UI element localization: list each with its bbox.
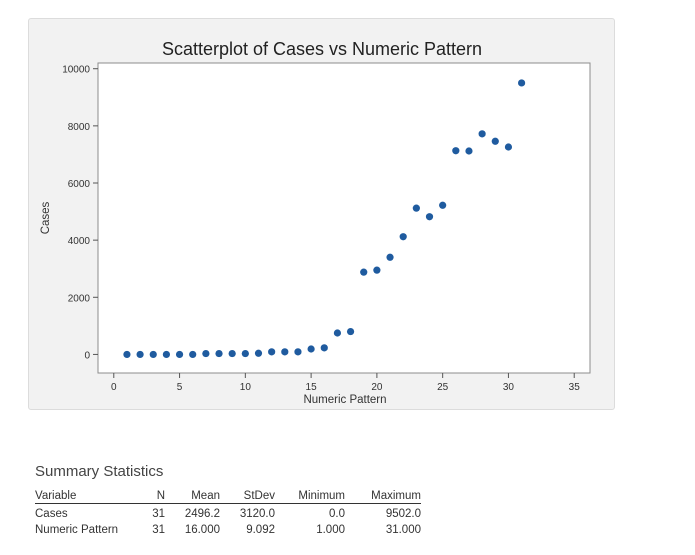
data-point — [320, 344, 328, 352]
data-point — [241, 349, 249, 358]
header-mean: Mean — [165, 489, 220, 504]
data-point — [268, 348, 276, 356]
x-tick-label: 30 — [503, 382, 515, 393]
cell-stdev: 3120.0 — [239, 508, 275, 520]
data-point — [281, 348, 289, 356]
x-tick-label: 10 — [240, 382, 252, 393]
y-tick-label: 0 — [84, 350, 90, 361]
cell-stdev: 9.092 — [246, 524, 275, 536]
scatterplot-panel: Scatterplot of Cases vs Numeric Pattern … — [28, 18, 615, 410]
header-minimum: Minimum — [275, 489, 345, 504]
x-tick-label: 20 — [371, 382, 383, 393]
y-tick-label: 2000 — [68, 293, 91, 304]
data-point — [360, 268, 368, 276]
table-row: Numeric Pattern 31 16.000 9.092 1.000 31… — [35, 520, 421, 536]
data-point — [162, 350, 171, 359]
cell-variable: Cases — [35, 508, 68, 520]
data-point — [399, 233, 407, 241]
x-axis-label: Numeric Pattern — [303, 394, 386, 406]
x-tick-label: 15 — [306, 382, 318, 393]
summary-statistics: Summary Statistics Variable N Mean StDev… — [35, 463, 435, 536]
cell-maximum: 9502.0 — [385, 508, 421, 520]
table-row: Cases 31 2496.2 3120.0 0.0 9502.0 — [35, 504, 421, 520]
x-tick-label: 5 — [177, 382, 183, 393]
data-point — [452, 147, 460, 155]
summary-title: Summary Statistics — [35, 463, 164, 480]
y-tick-label: 8000 — [68, 122, 91, 133]
data-point — [149, 350, 157, 359]
data-point — [504, 143, 513, 151]
plot-area — [97, 62, 591, 374]
cell-maximum: 31.000 — [385, 524, 421, 536]
y-tick-label: 10000 — [62, 65, 90, 76]
cell-minimum: 0.0 — [329, 508, 345, 520]
data-point — [491, 137, 499, 145]
header-variable: Variable — [35, 489, 145, 504]
data-point — [333, 329, 342, 337]
data-point — [465, 147, 473, 155]
data-point — [136, 350, 144, 359]
data-point — [425, 213, 434, 221]
header-stdev: StDev — [220, 489, 275, 504]
data-point — [215, 349, 223, 358]
data-point — [346, 327, 355, 336]
scatterplot-chart: Scatterplot of Cases vs Numeric Pattern … — [40, 39, 591, 406]
data-point — [412, 204, 420, 212]
cell-n: 31 — [152, 524, 165, 536]
data-point — [175, 350, 184, 359]
data-point — [386, 253, 394, 261]
cell-n: 31 — [152, 508, 165, 520]
data-point — [307, 345, 315, 353]
header-maximum: Maximum — [345, 489, 421, 504]
summary-table: Variable N Mean StDev Minimum Maximum Ca… — [35, 489, 421, 536]
x-tick-label: 35 — [569, 382, 581, 393]
data-point — [228, 349, 236, 358]
data-point — [294, 348, 302, 356]
y-tick-label: 4000 — [68, 236, 91, 247]
data-point — [517, 79, 526, 87]
data-point — [478, 130, 486, 138]
data-point — [373, 266, 381, 274]
x-tick-label: 0 — [111, 382, 117, 393]
cell-minimum: 1.000 — [316, 524, 345, 536]
y-axis-label: Cases — [40, 201, 52, 234]
header-n: N — [145, 489, 165, 504]
data-point — [202, 349, 210, 358]
y-tick-label: 6000 — [68, 179, 91, 190]
data-point — [254, 349, 263, 357]
summary-header-row: Variable N Mean StDev Minimum Maximum — [35, 489, 421, 504]
x-tick-label: 25 — [437, 382, 449, 393]
chart-title: Scatterplot of Cases vs Numeric Pattern — [162, 39, 482, 59]
cell-variable: Numeric Pattern — [35, 524, 119, 536]
cell-mean: 2496.2 — [184, 508, 220, 520]
data-point — [439, 201, 447, 209]
data-point — [123, 350, 131, 359]
cell-mean: 16.000 — [184, 524, 220, 536]
data-point — [189, 350, 197, 359]
